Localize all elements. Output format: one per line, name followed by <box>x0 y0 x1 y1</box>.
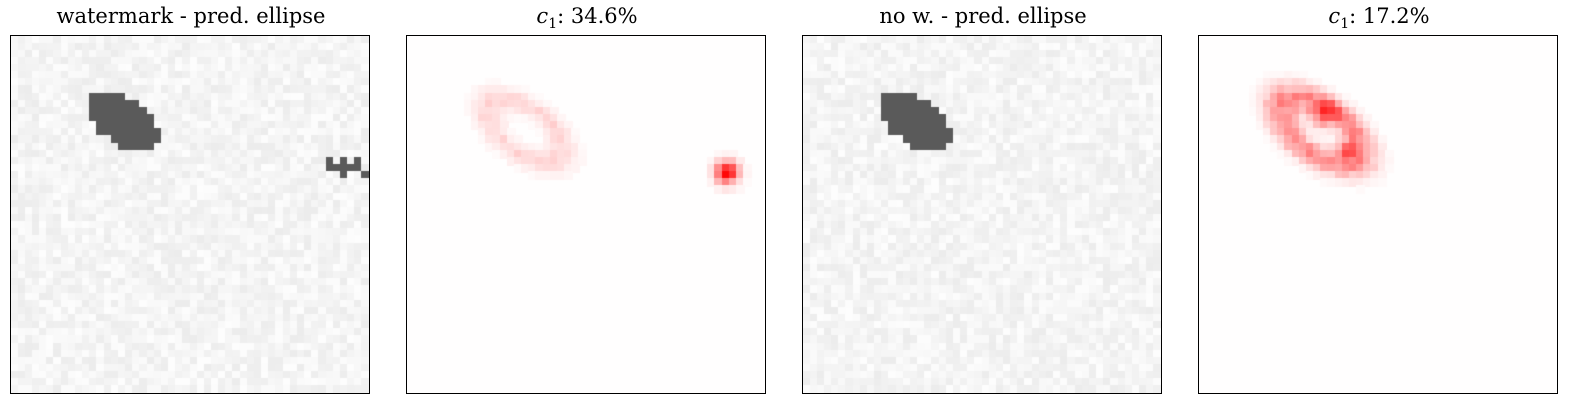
saliency-heatmap <box>1199 36 1557 393</box>
noisy-ellipse-image <box>803 36 1161 393</box>
panel-nowatermark-pred: no w. - pred. ellipse <box>802 0 1164 405</box>
saliency-heatmap <box>407 36 765 393</box>
title-subscript: 1 <box>548 16 558 33</box>
image-frame <box>10 35 370 394</box>
heatmap-frame <box>406 35 766 394</box>
panel-title: c1: 17.2% <box>1198 4 1560 32</box>
noisy-ellipse-image <box>11 36 369 393</box>
image-frame <box>802 35 1162 394</box>
panel-nowatermark-saliency: c1: 17.2% <box>1198 0 1560 405</box>
panel-watermark-pred: watermark - pred. ellipse <box>10 0 372 405</box>
title-value: : 34.6% <box>557 4 638 28</box>
heatmap-frame <box>1198 35 1558 394</box>
panel-title: c1: 34.6% <box>406 4 768 32</box>
panel-title: no w. - pred. ellipse <box>879 4 1087 28</box>
title-subscript: 1 <box>1340 16 1350 33</box>
panel-watermark-saliency: c1: 34.6% <box>406 0 768 405</box>
panel-title: watermark - pred. ellipse <box>56 4 326 28</box>
title-variable: c <box>1328 4 1341 28</box>
title-variable: c <box>536 4 549 28</box>
title-value: : 17.2% <box>1349 4 1430 28</box>
